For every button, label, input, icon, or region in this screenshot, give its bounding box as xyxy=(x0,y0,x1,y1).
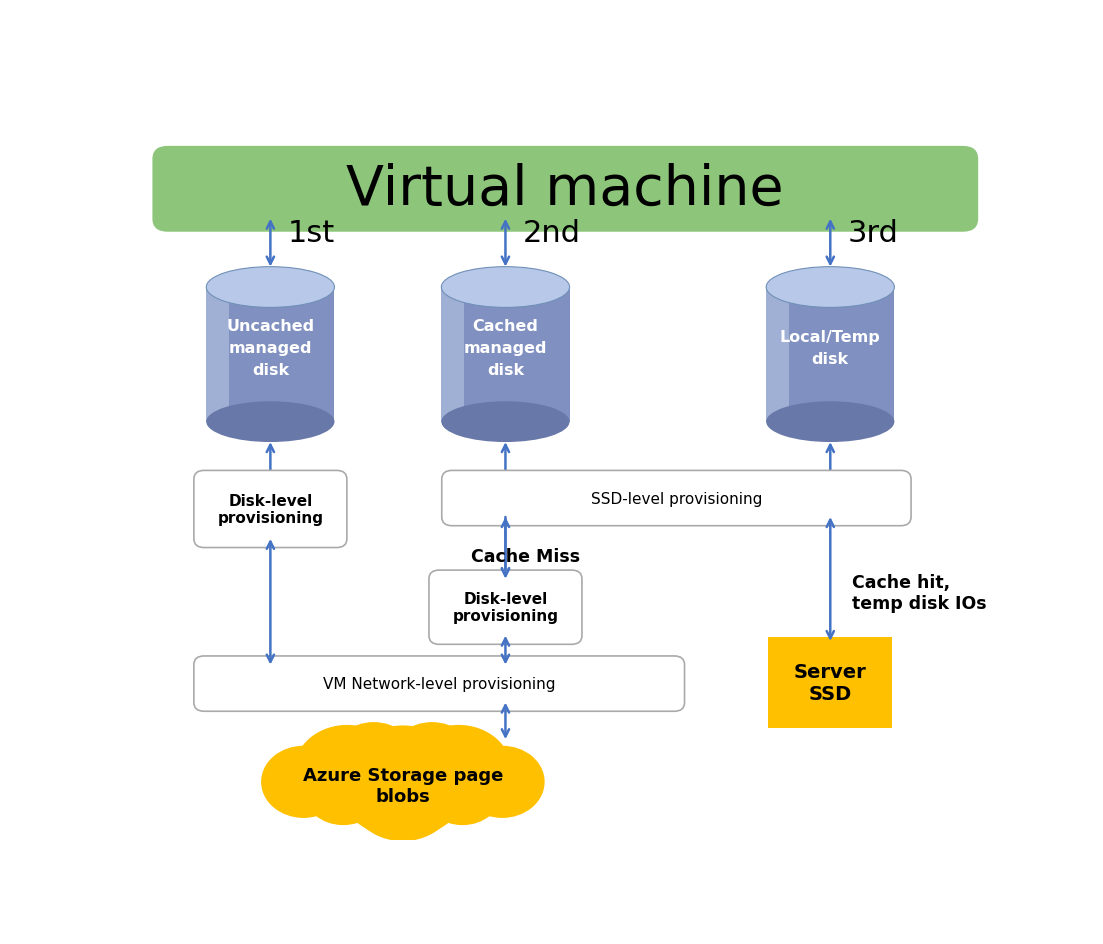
Circle shape xyxy=(389,722,474,795)
Circle shape xyxy=(422,758,502,825)
Text: Virtual machine: Virtual machine xyxy=(346,162,784,216)
Ellipse shape xyxy=(441,402,569,443)
Circle shape xyxy=(460,746,545,818)
Bar xyxy=(767,288,895,422)
Text: 2nd: 2nd xyxy=(523,219,580,247)
Bar xyxy=(767,288,789,422)
Circle shape xyxy=(261,746,346,818)
Circle shape xyxy=(350,751,456,841)
Ellipse shape xyxy=(767,402,895,443)
Ellipse shape xyxy=(767,267,895,308)
FancyBboxPatch shape xyxy=(769,638,892,729)
Text: Azure Storage page
blobs: Azure Storage page blobs xyxy=(302,767,503,805)
Bar xyxy=(206,288,334,422)
Circle shape xyxy=(406,725,512,816)
Text: Cache Miss: Cache Miss xyxy=(471,548,580,565)
Circle shape xyxy=(303,758,383,825)
Bar xyxy=(441,288,569,422)
FancyBboxPatch shape xyxy=(194,656,685,712)
Ellipse shape xyxy=(441,267,569,308)
Text: Local/Temp
disk: Local/Temp disk xyxy=(780,329,880,367)
Ellipse shape xyxy=(206,267,334,308)
Text: Server
SSD: Server SSD xyxy=(794,663,867,703)
Bar xyxy=(206,288,228,422)
Text: 3rd: 3rd xyxy=(847,219,898,247)
Text: 1st: 1st xyxy=(288,219,334,247)
Text: Uncached
managed
disk: Uncached managed disk xyxy=(226,318,314,378)
Circle shape xyxy=(295,725,400,816)
FancyBboxPatch shape xyxy=(152,146,978,232)
FancyBboxPatch shape xyxy=(194,471,346,548)
Text: Cached
managed
disk: Cached managed disk xyxy=(463,318,547,378)
Ellipse shape xyxy=(206,402,334,443)
Text: Disk-level
provisioning: Disk-level provisioning xyxy=(217,494,323,526)
Circle shape xyxy=(331,722,416,795)
Text: Disk-level
provisioning: Disk-level provisioning xyxy=(452,591,558,624)
FancyBboxPatch shape xyxy=(429,570,582,645)
Text: VM Network-level provisioning: VM Network-level provisioning xyxy=(323,677,556,691)
Circle shape xyxy=(336,726,469,838)
Bar xyxy=(441,288,463,422)
Text: Cache hit,
temp disk IOs: Cache hit, temp disk IOs xyxy=(852,574,986,613)
Text: SSD-level provisioning: SSD-level provisioning xyxy=(591,491,762,506)
FancyBboxPatch shape xyxy=(442,471,911,526)
